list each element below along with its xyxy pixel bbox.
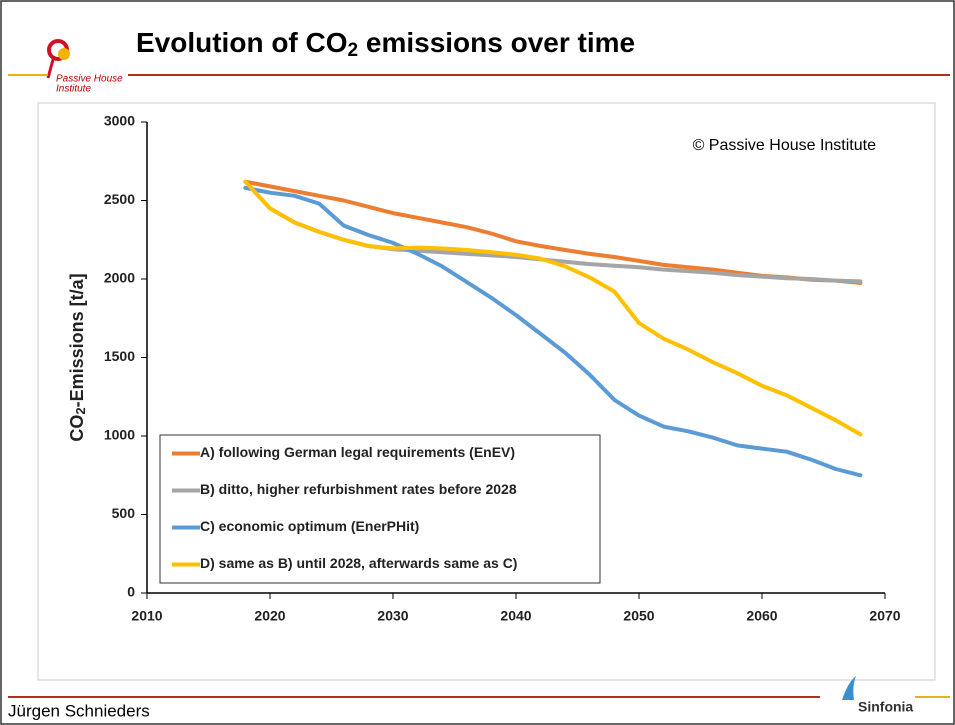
x-tick-label: 2050 [623,608,654,624]
y-label-part: 2 [73,407,88,414]
y-tick-label: 0 [127,584,135,600]
x-tick-label: 2060 [746,608,777,624]
logo-dot [58,48,70,60]
sinfonia-icon [842,676,856,700]
slide-title: Evolution of CO2 emissions over time [136,27,635,60]
y-label-part: -Emissions [t/a] [67,273,87,407]
title-subscript: 2 [348,40,359,61]
logo-text: Institute [56,84,91,95]
title-part: emissions over time [358,27,635,58]
x-tick-label: 2020 [254,608,285,624]
legend-box [159,434,601,584]
y-tick-label: 2000 [104,270,135,286]
footer-logo: Sinfonia [858,699,913,715]
x-tick-label: 2030 [377,608,408,624]
y-tick-label: 3000 [104,113,135,129]
y-tick-label: 1000 [104,427,135,443]
y-axis-label: CO2-Emissions [t/a] [67,273,89,441]
series-line [243,179,863,437]
y-label-part: CO [67,415,87,442]
y-tick-label: 500 [112,505,136,521]
chart: 0 500 1000 1500 2000 2500 3000 2010 2020 2030 2040… [67,113,901,624]
logo-stem [46,55,56,79]
y-tick-label: 2500 [104,191,135,207]
logo: Passive House Institute [46,39,123,95]
y-tick-label: 1500 [104,348,135,364]
annotation: © Passive House Institute [693,137,877,154]
legend-label: B) ditto, higher refurbishment rates bef… [200,481,517,497]
legend-label: D) same as B) until 2028, afterwards sam… [200,555,517,571]
x-tick-label: 2040 [500,608,531,624]
x-tick-label: 2070 [869,608,900,624]
x-tick-label: 2010 [131,608,162,624]
chart-frame [37,102,936,681]
legend-label: C) economic optimum (EnerPHit) [200,518,419,534]
title-part: Evolution of CO [136,27,348,58]
logo-text: Passive House [56,74,123,85]
legend-label: A) following German legal requirements (… [200,444,515,460]
series-line [243,185,863,478]
footer-author: Jürgen Schnieders [8,701,150,720]
